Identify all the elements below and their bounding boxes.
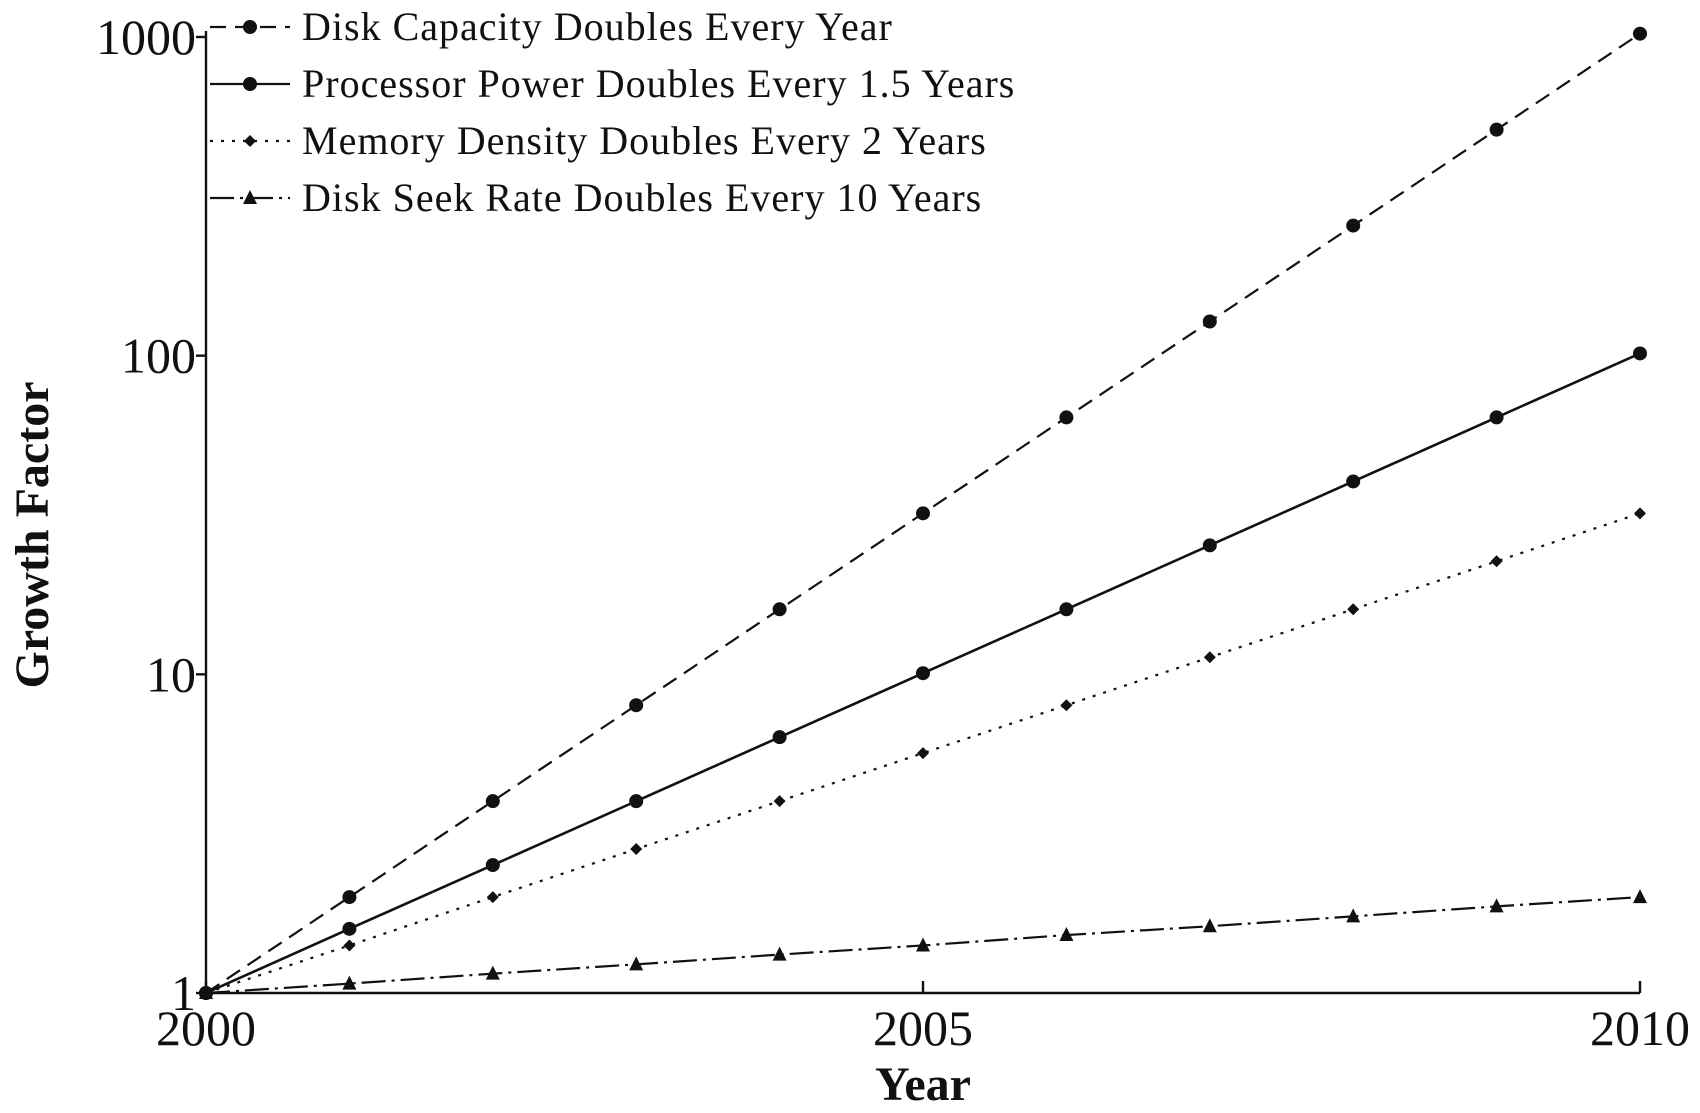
legend-item: Memory Density Doubles Every 2 Years <box>210 118 987 163</box>
circle-marker <box>342 890 357 905</box>
circle-marker <box>1489 410 1504 425</box>
circle-marker <box>485 858 500 873</box>
tick-labels: 1 10 100 1000 2000 2005 2010 <box>96 9 1690 1056</box>
legend-item: Processor Power Doubles Every 1.5 Years <box>210 61 1015 106</box>
triangle-marker <box>1346 908 1361 923</box>
legend-item: Disk Seek Rate Doubles Every 10 Years <box>210 175 982 220</box>
circle-marker <box>1202 314 1217 329</box>
legend: Disk Capacity Doubles Every Year Processo… <box>210 4 1015 220</box>
circle-marker <box>342 921 357 936</box>
triangle-marker <box>1489 898 1504 913</box>
triangle-marker <box>629 956 644 971</box>
diamond-marker <box>343 939 356 952</box>
circle-marker <box>1346 218 1361 233</box>
circle-marker <box>1059 410 1074 425</box>
diamond-marker <box>1060 699 1073 712</box>
circle-marker <box>772 730 787 745</box>
circle-marker <box>772 602 787 617</box>
circle-marker <box>485 794 500 809</box>
diamond-marker <box>486 891 499 904</box>
circle-marker <box>243 20 257 34</box>
legend-label: Disk Capacity Doubles Every Year <box>302 4 893 49</box>
y-tick-label: 1000 <box>96 9 196 65</box>
diamond-marker <box>773 795 786 808</box>
circle-marker <box>1346 474 1361 489</box>
y-tick-label: 100 <box>121 328 196 384</box>
circle-marker <box>1489 122 1504 137</box>
diamond-marker <box>244 135 256 147</box>
legend-item: Disk Capacity Doubles Every Year <box>210 4 893 49</box>
triangle-marker <box>1633 889 1647 904</box>
circle-marker <box>1059 602 1074 617</box>
x-tick-label: 2005 <box>873 1000 973 1056</box>
x-axis-title: Year <box>875 1058 971 1108</box>
circle-marker <box>629 794 644 809</box>
series-markers <box>199 26 1647 1000</box>
circle-marker <box>916 506 930 521</box>
triangle-marker <box>342 975 357 990</box>
triangle-marker <box>199 985 213 999</box>
x-tick-label: 2000 <box>156 1000 256 1056</box>
diamond-marker <box>1347 603 1360 616</box>
y-tick-label: 1 <box>171 965 196 1021</box>
circle-marker <box>916 666 930 681</box>
legend-label: Memory Density Doubles Every 2 Years <box>302 118 987 163</box>
y-tick-label: 10 <box>146 646 196 702</box>
legend-label: Processor Power Doubles Every 1.5 Years <box>302 61 1015 106</box>
diamond-marker <box>1490 555 1503 568</box>
circle-marker <box>1633 26 1647 41</box>
circle-marker <box>629 698 644 713</box>
diamond-marker <box>1203 651 1216 664</box>
circle-marker <box>1633 346 1647 361</box>
diamond-marker <box>917 747 929 760</box>
legend-label: Disk Seek Rate Doubles Every 10 Years <box>302 175 982 220</box>
x-tick-label: 2010 <box>1590 1000 1690 1056</box>
triangle-marker <box>1202 918 1217 933</box>
triangle-marker <box>243 190 257 204</box>
triangle-marker <box>916 937 930 952</box>
circle-marker <box>243 77 257 91</box>
y-axis-title: Growth Factor <box>6 381 59 688</box>
circle-marker <box>1202 538 1217 553</box>
triangle-marker <box>772 946 787 961</box>
triangle-marker <box>485 965 500 980</box>
diamond-marker <box>630 843 643 856</box>
triangle-marker <box>1059 927 1074 942</box>
diamond-marker <box>1634 507 1646 520</box>
